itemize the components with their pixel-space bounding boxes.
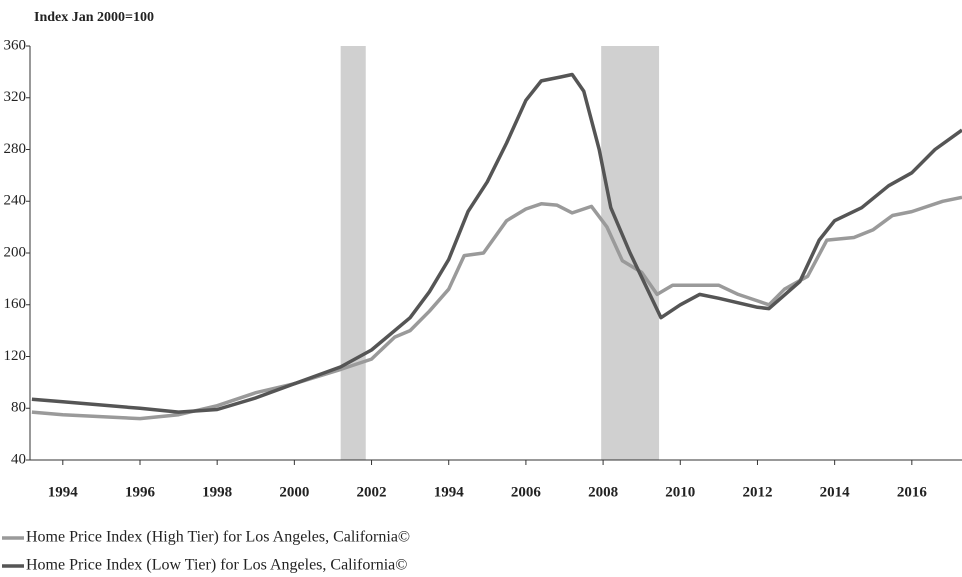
x-tick-label: 2012 xyxy=(742,484,772,500)
legend-label: Home Price Index (High Tier) for Los Ang… xyxy=(26,529,410,546)
y-tick-label: 40 xyxy=(11,451,26,467)
y-tick-label: 280 xyxy=(4,141,27,157)
x-tick-label: 2016 xyxy=(897,484,928,500)
x-tick-label: 2010 xyxy=(665,484,695,500)
series-line xyxy=(31,72,962,414)
x-tick-label: 1994 xyxy=(48,484,79,500)
x-tick-label: 1996 xyxy=(125,484,156,500)
series-line xyxy=(31,195,962,421)
recession-band xyxy=(340,46,366,460)
y-axis-label: Index Jan 2000=100 xyxy=(34,10,154,25)
y-tick-label: 200 xyxy=(4,244,27,260)
x-tick-label: 2000 xyxy=(279,484,309,500)
y-tick-label: 320 xyxy=(4,89,27,105)
y-tick-label: 80 xyxy=(11,400,26,416)
x-tick-label: 2002 xyxy=(357,484,387,500)
x-tick-label: 2014 xyxy=(820,484,851,500)
x-tick-label: 2008 xyxy=(588,484,618,500)
y-tick-label: 360 xyxy=(4,37,27,53)
y-tick-label: 160 xyxy=(4,296,27,312)
x-tick-label: 2006 xyxy=(511,484,542,500)
y-tick-label: 240 xyxy=(4,193,27,209)
x-tick-label: 1998 xyxy=(202,484,232,500)
x-tick-label: 1994 xyxy=(434,484,465,500)
y-tick-label: 120 xyxy=(4,348,27,364)
legend-label: Home Price Index (Low Tier) for Los Ange… xyxy=(26,557,407,574)
